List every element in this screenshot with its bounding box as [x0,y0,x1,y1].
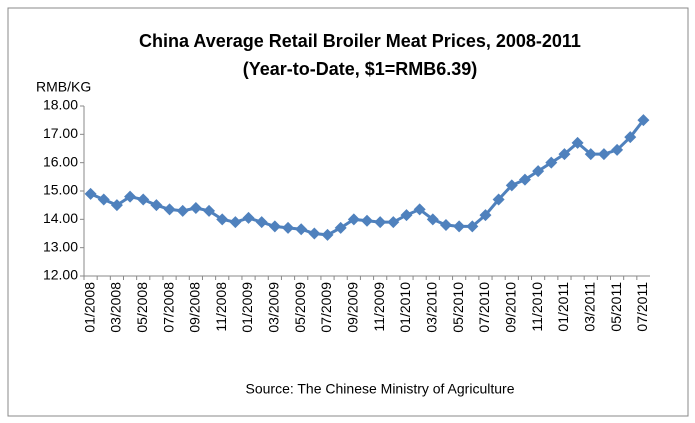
marker [124,190,137,203]
marker [558,148,571,161]
y-tick-label: 13.00 [43,238,78,254]
marker [229,216,242,229]
y-axis-label: RMB/KG [36,79,91,95]
marker [137,193,150,206]
marker [216,213,229,226]
x-tick-label: 09/2009 [345,282,361,333]
x-tick-label: 05/2010 [450,282,466,333]
marker [321,228,334,241]
x-tick-label: 03/2008 [108,282,124,333]
marker [176,204,189,217]
marker [400,209,413,222]
y-tick-label: 12.00 [43,267,78,283]
x-tick-label: 05/2011 [608,282,624,332]
y-tick-label: 17.00 [43,125,78,141]
marker [203,204,216,217]
marker [505,179,518,192]
marker [597,148,610,161]
marker [571,136,584,149]
marker [295,223,308,236]
marker [545,156,558,169]
x-tick-label: 09/2008 [187,282,203,333]
chart-subtitle: (Year-to-Date, $1=RMB6.39) [243,59,478,79]
x-tick-label: 11/2010 [529,282,545,332]
marker [426,213,439,226]
x-tick-label: 09/2010 [502,282,518,333]
x-tick-label: 05/2008 [134,282,150,333]
x-tick-label: 01/2008 [81,282,97,333]
marker [532,165,545,178]
x-tick-label: 01/2011 [555,282,571,332]
marker [255,216,268,229]
x-tick-label: 03/2010 [424,282,440,333]
y-tick-label: 14.00 [43,210,78,226]
x-tick-label: 11/2009 [371,282,387,332]
x-tick-label: 01/2009 [239,282,255,333]
marker [439,219,452,231]
x-tick-label: 03/2009 [266,282,282,333]
marker [242,211,255,224]
marker [479,209,492,222]
marker [110,199,123,212]
marker [637,114,650,127]
marker [453,220,466,233]
marker [624,131,637,144]
marker [361,214,373,227]
marker [347,213,360,226]
marker [387,216,400,229]
y-tick-label: 16.00 [43,153,78,169]
x-axis-label: Source: The Chinese Ministry of Agricult… [246,381,515,397]
y-tick-label: 18.00 [43,97,78,113]
x-tick-label: 05/2009 [292,282,308,333]
marker [268,220,281,233]
chart-border [7,7,689,417]
marker [334,221,347,234]
marker [584,148,597,161]
marker [84,187,97,200]
marker [282,221,295,234]
x-tick-label: 07/2010 [476,282,492,333]
marker [163,203,176,216]
marker [466,220,479,233]
marker [413,203,426,216]
chart-title: China Average Retail Broiler Meat Prices… [139,31,581,51]
x-tick-label: 11/2008 [213,282,229,332]
marker [308,227,321,240]
x-tick-label: 07/2009 [318,282,334,333]
x-tick-label: 07/2008 [160,282,176,333]
marker [374,216,387,229]
marker [150,199,163,212]
marker [492,193,505,206]
marker [189,202,202,214]
marker [97,193,110,206]
x-tick-label: 07/2011 [634,282,650,332]
y-tick-label: 15.00 [43,182,78,198]
x-tick-label: 01/2010 [397,282,413,333]
marker [611,143,624,156]
marker [518,173,531,186]
x-tick-label: 03/2011 [581,282,597,332]
